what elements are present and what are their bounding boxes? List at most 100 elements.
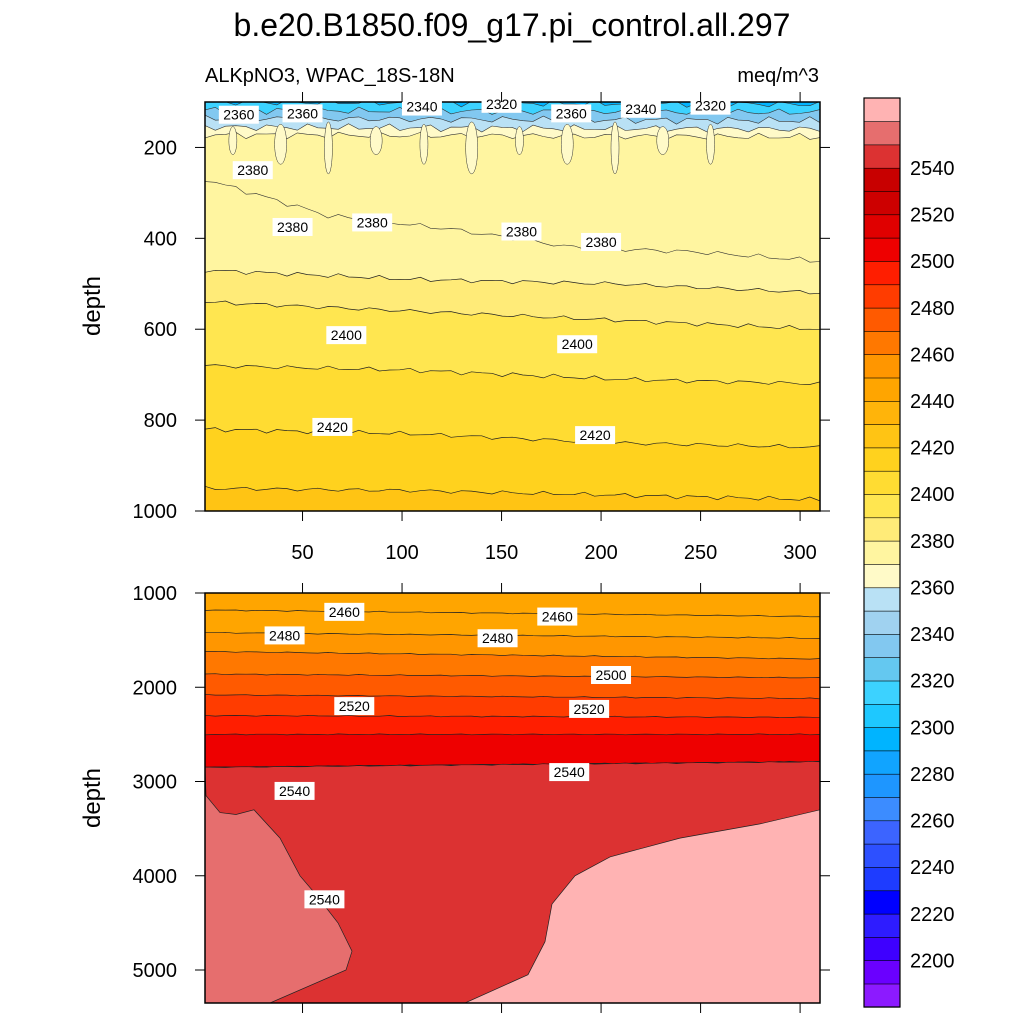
- contour-label-box: [401, 97, 442, 116]
- contour-label-box: [591, 666, 632, 684]
- contour-label: 2400: [557, 335, 598, 354]
- y-tick-label: 200: [144, 137, 177, 159]
- colorbar-swatch: [863, 960, 901, 985]
- colorbar-swatch: [863, 307, 901, 332]
- contour-label-text: 2380: [357, 214, 388, 230]
- contour-label-text: 2420: [317, 419, 348, 435]
- colorbar-swatch: [863, 447, 901, 472]
- colorbar-swatch: [863, 470, 901, 495]
- x-tick-label: 250: [684, 542, 717, 564]
- contour-label-text: 2500: [595, 667, 626, 683]
- colorbar-swatch: [863, 890, 901, 915]
- contour-label-box: [312, 417, 353, 436]
- colorbar-label: 2500: [910, 251, 955, 273]
- colorbar-label: 2520: [910, 205, 955, 227]
- contour-label: 2420: [575, 426, 616, 445]
- contour-label: 2380: [581, 232, 622, 251]
- x-tick-label: 150: [485, 542, 518, 564]
- contour-label-text: 2540: [554, 764, 585, 780]
- colorbar-label: 2460: [910, 344, 955, 366]
- colorbar-label: 2440: [910, 391, 955, 413]
- contour-label-text: 2520: [574, 701, 605, 717]
- y-tick-label: 1000: [133, 501, 178, 523]
- contour-label-text: 2380: [237, 162, 268, 178]
- colorbar-swatch: [863, 843, 901, 868]
- colorbar-swatch: [863, 657, 901, 682]
- x-axis-ticks: 50 100 150 200 250 300: [291, 92, 817, 1013]
- colorbar-swatch: [863, 377, 901, 402]
- colorbar-label: 2540: [910, 158, 955, 180]
- y-tick-label: 2000: [133, 677, 178, 699]
- contour-label-box: [304, 890, 345, 909]
- contour-blob: [324, 121, 333, 175]
- lower-ylabel: depth: [79, 768, 106, 828]
- colorbar-swatch: [863, 773, 901, 798]
- contour-label-text: 2400: [562, 336, 593, 352]
- contour-blob: [369, 126, 383, 155]
- plot-frame: [204, 592, 821, 1004]
- colorbar-swatch: [863, 354, 901, 379]
- colorbar-swatch: [863, 517, 901, 542]
- contour-label-box: [557, 335, 598, 354]
- contour-label-box: [264, 626, 305, 645]
- contour-label: 2460: [324, 602, 365, 621]
- contour-blob: [656, 126, 670, 155]
- y-tick-label: 4000: [133, 866, 178, 888]
- colorbar-swatch: [863, 540, 901, 565]
- colorbar-label: 2300: [910, 717, 955, 739]
- contour-label: 2460: [537, 607, 578, 626]
- colorbar-swatch: [863, 680, 901, 705]
- contour-label: 2520: [334, 697, 375, 716]
- colorbar-label: 2380: [910, 531, 955, 553]
- contour-label: 2420: [312, 417, 353, 436]
- contour-blob: [515, 126, 524, 155]
- colorbar-swatch: [863, 563, 901, 589]
- contour-label: 2380: [232, 161, 273, 180]
- contour-label-text: 2520: [339, 698, 370, 714]
- fill-band-2540-west: [205, 767, 353, 1003]
- colorbar-swatch: [863, 423, 901, 449]
- upper-ylabel: depth: [79, 276, 106, 336]
- contour-label-text: 2480: [269, 627, 300, 643]
- colorbar-label: 2340: [910, 624, 955, 646]
- contour-label: 2500: [591, 666, 632, 684]
- contour-label: 2380: [272, 217, 313, 236]
- x-tick-label: 300: [783, 542, 816, 564]
- contour-label: 2520: [569, 699, 610, 718]
- contour-label-text: 2460: [542, 609, 573, 625]
- fill-band-2550: [464, 809, 820, 1003]
- contour-label-box: [537, 607, 578, 626]
- colorbar-swatch: [863, 936, 901, 961]
- colorbar-label: 2260: [910, 811, 955, 833]
- colorbar-swatch: [863, 284, 901, 309]
- contour-label-text: 2340: [625, 101, 656, 117]
- colorbar-swatch: [863, 866, 901, 892]
- colorbar-swatch: [863, 190, 901, 216]
- colorbar-label: 2360: [910, 578, 955, 600]
- colorbar-label: 2200: [910, 950, 955, 972]
- contour-blob: [274, 124, 287, 165]
- contour-blob: [419, 124, 429, 165]
- y-tick-label: 600: [144, 319, 177, 341]
- contour-label-text: 2480: [482, 630, 513, 646]
- contour-label: 2540: [549, 763, 590, 782]
- colorbar-swatch: [863, 610, 901, 635]
- lower-contour-panel: 1000 2000 3000 4000 5000 2460 2460 2480 2480 2500…: [133, 583, 830, 1004]
- contour-label-text: 2380: [277, 219, 308, 235]
- colorbar-swatch: [863, 750, 901, 775]
- contour-label-box: [272, 217, 313, 236]
- chart-title: b.e20.B1850.f09_g17.pi_control.all.297: [234, 7, 791, 43]
- colorbar-swatch: [863, 820, 901, 845]
- colorbar-swatch: [863, 726, 901, 752]
- right-subtitle: meq/m^3: [737, 65, 819, 87]
- colorbar-label: 2320: [910, 671, 955, 693]
- contour-label-box: [326, 326, 367, 345]
- colorbar-label: 2220: [910, 904, 955, 926]
- colorbar-swatch: [863, 97, 901, 122]
- colorbar-label: 2420: [910, 438, 955, 460]
- x-tick-label: 50: [291, 542, 313, 564]
- colorbar-swatch: [863, 330, 901, 356]
- colorbar-swatch: [863, 796, 901, 822]
- contour-label-box: [282, 104, 323, 123]
- colorbar-swatch: [863, 633, 901, 658]
